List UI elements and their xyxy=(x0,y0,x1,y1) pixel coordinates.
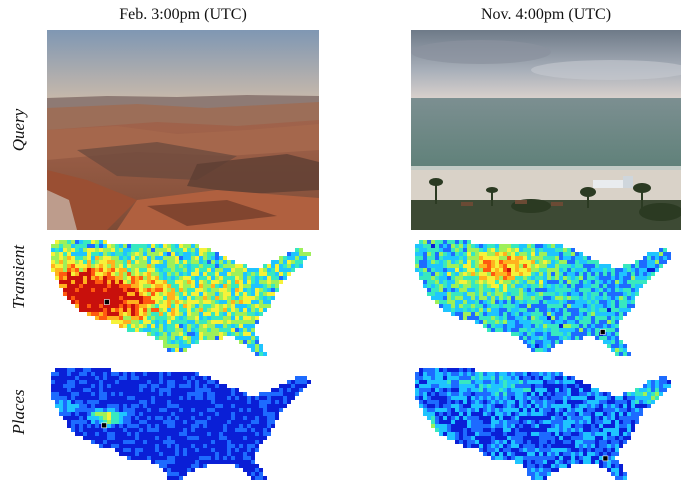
row-label-transient: Transient xyxy=(9,244,28,310)
location-marker xyxy=(602,455,609,462)
location-marker xyxy=(104,299,110,305)
transient-map-nov xyxy=(411,236,681,356)
heatmap-svg-transient-nov xyxy=(415,240,671,356)
heatmap-svg-transient-feb xyxy=(51,240,311,356)
column-title-nov: Nov. 4:00pm (UTC) xyxy=(480,6,612,23)
places-map-nov xyxy=(411,364,681,482)
location-marker xyxy=(101,422,107,429)
heatmap-cells xyxy=(51,368,311,480)
heatmap-svg-places-nov xyxy=(415,368,671,480)
query-photo-grand-canyon xyxy=(47,30,319,230)
heatmap-cells xyxy=(415,368,671,480)
heatmap-svg-places-feb xyxy=(51,368,311,480)
heatmap-cells xyxy=(51,240,311,356)
places-map-feb xyxy=(47,364,319,482)
query-photo-beach xyxy=(411,30,681,230)
row-label-query: Query xyxy=(9,108,28,152)
heatmap-cells xyxy=(415,240,671,356)
column-title-feb: Feb. 3:00pm (UTC) xyxy=(119,6,247,23)
row-label-places: Places xyxy=(9,389,28,435)
location-marker xyxy=(599,329,606,335)
transient-map-feb xyxy=(47,236,319,356)
